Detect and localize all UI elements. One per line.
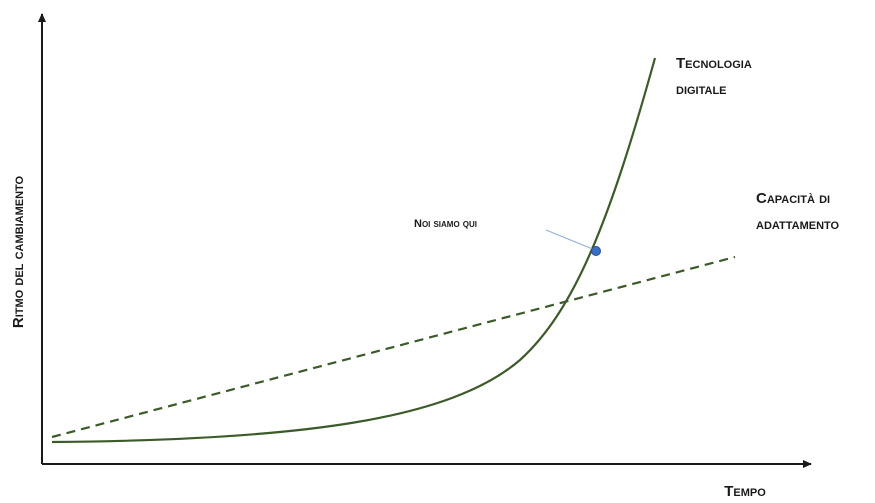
y-axis-label: Ritmo del cambiamento [10, 175, 27, 328]
digital-technology-label-line2: digitale [676, 81, 727, 98]
x-axis-label: Tempo [724, 483, 766, 500]
adaptation-capacity-label-line1: Capacità di [756, 190, 830, 207]
adaptation-capacity-label-line2: adattamento [756, 216, 840, 233]
annotation-label: Noi siamo qui [414, 218, 477, 230]
digital-technology-curve [51, 57, 657, 444]
annotation-leader-line [545, 229, 596, 251]
digital-technology-label-line1: Tecnologia [676, 55, 752, 72]
adaptation-capacity-line [51, 255, 736, 439]
you-are-here-marker [591, 246, 601, 256]
